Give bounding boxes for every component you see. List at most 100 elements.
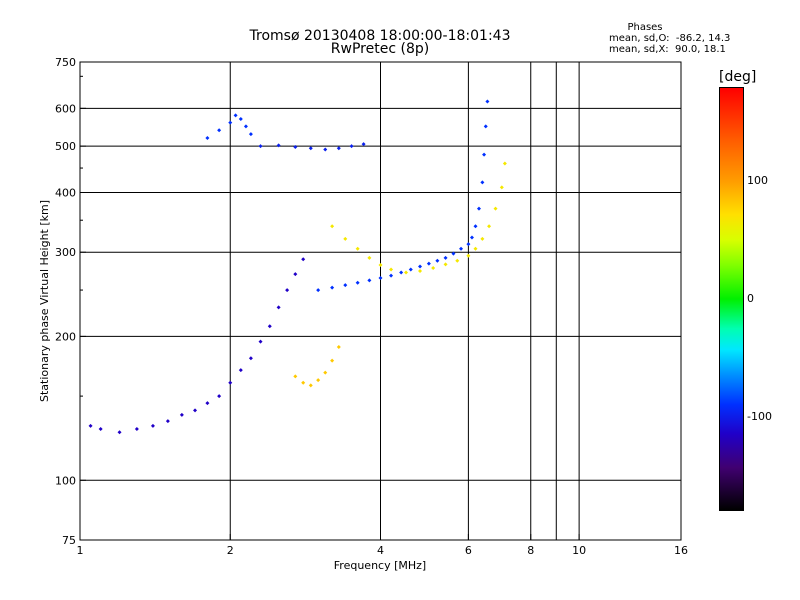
data-point (88, 423, 93, 428)
data-point (466, 253, 471, 258)
data-point (258, 339, 263, 344)
data-point (480, 236, 485, 241)
chart-subtitle: RwPretec (8p) (330, 41, 430, 57)
data-point (150, 423, 155, 428)
data-point (179, 412, 184, 417)
y-tick-label: 750 (55, 56, 76, 69)
data-point (238, 368, 243, 373)
phase-colorbar (719, 87, 744, 511)
grid-lines (80, 62, 681, 540)
y-tick-label: 300 (55, 246, 76, 259)
data-point (301, 257, 306, 262)
data-point (378, 275, 383, 280)
data-point (435, 258, 440, 263)
data-point (217, 128, 222, 133)
stats-heading: Phases (627, 22, 663, 33)
data-point (459, 246, 464, 251)
data-point (482, 152, 487, 157)
data-point (205, 401, 210, 406)
data-point (323, 370, 328, 375)
x-tick-label: 4 (377, 544, 384, 557)
data-point (493, 206, 498, 211)
data-point (399, 270, 404, 275)
data-point (293, 145, 298, 150)
data-point (480, 180, 485, 185)
data-point (293, 272, 298, 277)
data-point (499, 185, 504, 190)
x-tick-label: 1 (77, 544, 84, 557)
colorbar-tick-100: 100 (747, 174, 768, 188)
series-3 (293, 345, 341, 388)
data-point (165, 419, 170, 424)
data-point (308, 146, 313, 151)
chart-title: Tromsø 20130408 18:00:00-18:01:43 (249, 28, 511, 44)
colorbar-tick-0: 0 (747, 292, 754, 305)
data-point (316, 288, 321, 293)
data-point (431, 266, 436, 271)
data-point (408, 267, 413, 272)
axes: 1 2 4 6 8 10 16 75 100 200 300 400 500 600 750 (55, 56, 688, 557)
data-point (228, 120, 233, 125)
data-point (473, 224, 478, 229)
data-point (276, 143, 281, 148)
data-point (469, 235, 474, 240)
data-point (330, 285, 335, 290)
data-point (451, 251, 456, 256)
data-point (330, 358, 335, 363)
data-point (389, 267, 394, 272)
data-point (473, 246, 478, 251)
data-point (349, 144, 354, 149)
x-tick-label: 8 (527, 544, 534, 557)
data-point (248, 356, 253, 361)
data-point (243, 124, 248, 129)
series-0 (316, 99, 490, 293)
x-axis-label: Frequency [MHz] (334, 559, 426, 572)
data-points (88, 99, 507, 435)
series-1 (258, 142, 366, 152)
data-point (233, 113, 238, 118)
data-point (502, 161, 507, 166)
stats-x-mode: mean, sd,X: 90.0, 18.1 (609, 44, 726, 55)
data-point (487, 224, 492, 229)
data-point (316, 378, 321, 383)
data-point (258, 144, 263, 149)
y-tick-label: 400 (55, 186, 76, 199)
data-point (426, 261, 431, 266)
data-point (443, 262, 448, 267)
colorbar-unit: [deg] (719, 69, 757, 85)
x-tick-label: 6 (465, 544, 472, 557)
y-tick-label: 75 (62, 534, 76, 547)
y-tick-label: 600 (55, 102, 76, 115)
series-5 (205, 113, 253, 141)
y-tick-label: 100 (55, 474, 76, 487)
data-point (98, 427, 103, 432)
data-point (248, 132, 253, 137)
series-2 (330, 161, 507, 275)
data-point (238, 116, 243, 121)
x-tick-label: 10 (572, 544, 586, 557)
data-point (343, 236, 348, 241)
stats-o-mode: mean, sd,O: -86.2, 14.3 (609, 33, 731, 44)
data-point (418, 269, 423, 274)
data-point (336, 345, 341, 350)
data-point (483, 124, 488, 129)
data-point (193, 408, 198, 413)
data-point (367, 255, 372, 260)
data-point (389, 273, 394, 278)
data-point (336, 146, 341, 151)
data-point (323, 147, 328, 152)
data-point (293, 374, 298, 379)
data-point (117, 430, 122, 435)
data-point (301, 380, 306, 385)
data-point (343, 283, 348, 288)
data-point (455, 258, 460, 263)
data-point (443, 255, 448, 260)
data-point (355, 280, 360, 285)
data-point (361, 142, 366, 147)
y-axis-label: Stationary phase Virtual Height [km] (38, 200, 51, 402)
data-point (217, 394, 222, 399)
y-tick-label: 200 (55, 330, 76, 343)
data-point (418, 264, 423, 269)
